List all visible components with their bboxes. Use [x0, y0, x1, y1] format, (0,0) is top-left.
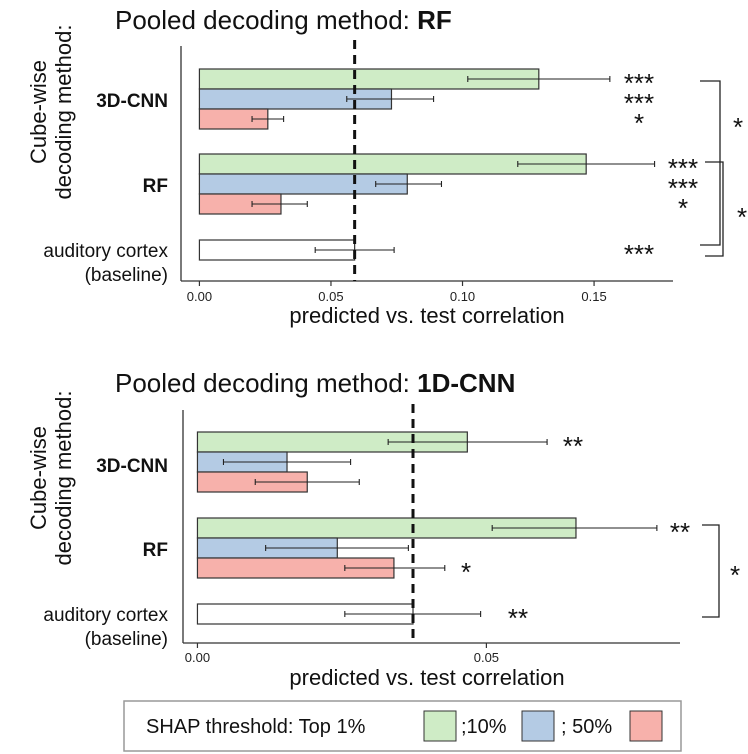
x-tick-label: 0.05 — [318, 289, 343, 304]
legend: SHAP threshold: Top 1% ;10% ; 50% — [123, 700, 682, 752]
y-axis-label-line1: Cube-wise — [26, 60, 51, 164]
category-label-rf: RF — [143, 540, 168, 561]
category-label-3d-cnn: 3D-CNN — [96, 456, 168, 477]
category-label-baseline-line2: (baseline) — [85, 629, 168, 650]
comparison-bracket — [700, 80, 721, 246]
x-tick-label: 0.05 — [474, 650, 499, 665]
x-axis-label: predicted vs. test correlation — [289, 665, 564, 690]
legend-label-top1: SHAP threshold: Top 1% — [146, 716, 366, 738]
significance-label: *** — [624, 239, 654, 269]
plot-marks: 0.00 0.05******* — [182, 404, 720, 665]
significance-label: *** — [624, 68, 654, 98]
panel-title: Pooled decoding method: 1D-CNN — [115, 368, 515, 398]
category-label-baseline-line1: auditory cortex — [43, 605, 168, 626]
bracket-significance: * — [730, 560, 740, 590]
panel-title: Pooled decoding method: RF — [115, 5, 452, 35]
panel-rf: Pooled decoding method: RF Cube-wise dec… — [26, 5, 747, 328]
legend-swatch-10 — [521, 710, 555, 742]
x-tick-label: 0.00 — [185, 650, 210, 665]
legend-label-50: ; 50% — [561, 716, 612, 738]
legend-label-10: ;10% — [461, 716, 507, 738]
category-label-baseline-line2: (baseline) — [85, 265, 168, 286]
significance-label: * — [634, 108, 644, 138]
y-axis-label-line1: Cube-wise — [26, 426, 51, 530]
category-label-3d-cnn: 3D-CNN — [96, 91, 168, 112]
bracket-significance-upper: * — [733, 112, 743, 142]
significance-label: *** — [624, 88, 654, 118]
legend-box — [123, 700, 682, 752]
legend-swatch-top1 — [423, 710, 457, 742]
significance-label: *** — [668, 153, 698, 183]
x-tick-label: 0.10 — [450, 289, 475, 304]
bracket-significance-lower: * — [737, 202, 747, 232]
y-axis-label-line2: decoding method: — [51, 25, 76, 200]
plot-marks: 0.00 0.05 0.10 0.15***************** — [180, 40, 724, 304]
comparison-bracket — [705, 161, 724, 257]
category-label-rf: RF — [143, 176, 168, 197]
x-axis-label: predicted vs. test correlation — [289, 303, 564, 328]
category-label-baseline-line1: auditory cortex — [43, 241, 168, 262]
legend-swatch-50 — [629, 710, 663, 742]
y-axis-label-line2: decoding method: — [51, 391, 76, 566]
significance-label: ** — [508, 603, 528, 633]
x-tick-label: 0.00 — [187, 289, 212, 304]
panel-1d-cnn: Pooled decoding method: 1D-CNN Cube-wise… — [26, 368, 740, 690]
significance-label: ** — [563, 431, 583, 461]
significance-label: * — [678, 193, 688, 223]
comparison-bracket — [702, 524, 720, 618]
significance-label: * — [461, 557, 471, 587]
significance-label: *** — [668, 173, 698, 203]
x-tick-label: 0.15 — [581, 289, 606, 304]
significance-label: ** — [670, 517, 690, 547]
